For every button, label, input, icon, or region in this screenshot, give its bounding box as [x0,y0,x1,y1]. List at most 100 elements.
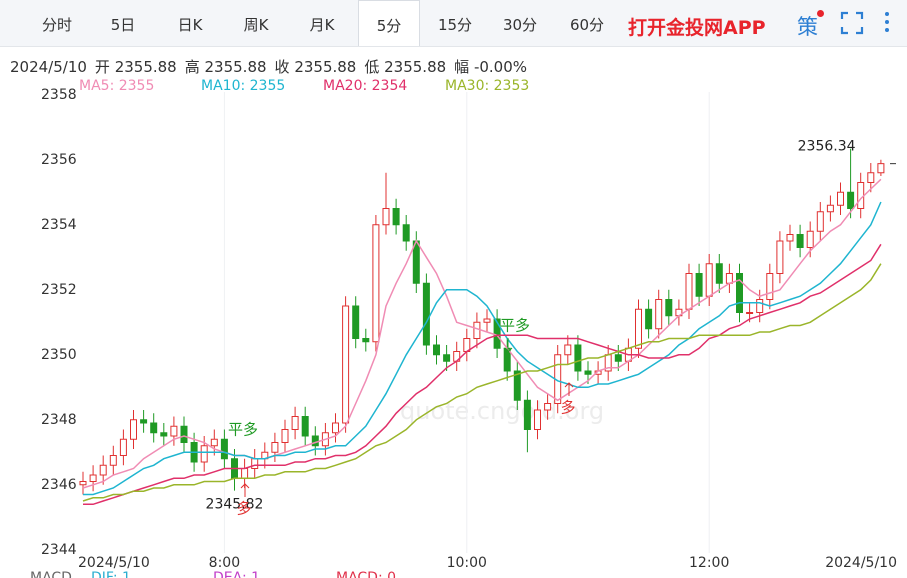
legend-entry: MA30: 2353 [445,78,529,94]
watermark: quote.cngold.org [400,397,604,425]
tab[interactable]: 月K [309,16,335,34]
candle-body [695,273,703,297]
tab-bar: 打开金投网APP 策 分时 5日 日K 周K 月K 5分 15分 30分 60分 [0,0,907,47]
candle-body [513,370,521,401]
candle-body [89,474,97,482]
info-item: 开 2355.88 [94,58,177,76]
candle-body [372,224,380,343]
candle-body [291,416,299,430]
candle-body [867,172,875,183]
tab[interactable]: 周K [243,16,269,34]
y-tick-label: 2356 [41,152,77,168]
info-item: 低 2355.88 [364,58,447,76]
candle-body [776,240,784,274]
candle-body [220,438,228,460]
candle-body [473,321,481,339]
candle-body [877,163,885,174]
candle-body [645,308,653,330]
candle-body [392,208,400,226]
legend-entry: MA5: 2355 [79,78,154,94]
badge-dot [817,10,824,17]
candle-body [271,442,279,453]
candle-body [847,191,855,209]
candle-body [99,464,107,476]
tab[interactable]: 5日 [110,16,136,34]
ma-line [83,201,882,496]
signal-label: 平多 [228,421,258,439]
x-tick-label: 12:00 [689,555,729,571]
candle-body [635,308,642,349]
candle-body [655,299,663,330]
candle-body [140,419,148,424]
y-tick-label: 2354 [41,217,77,233]
high-label: 2356.34 [798,139,856,155]
candle-body [766,273,774,300]
ma-line [82,263,882,502]
signal-arrow [240,483,250,497]
candle-body [433,344,440,356]
info-item: 2024/5/10 [10,58,87,76]
y-tick-label: 2346 [41,477,77,493]
macd-label: MACD: 0 [336,570,396,578]
candle-body [200,445,208,463]
fullscreen-icon[interactable] [840,11,864,35]
signal-label: 平多 [500,317,530,335]
macd-label: DIF: 1 [91,570,131,578]
x-tick-label: 2024/5/10 [78,555,150,571]
tab[interactable]: 5分 [358,0,420,46]
toolbar-icons [840,11,889,35]
macd-label: MACD [30,570,72,578]
signal-arrow [503,338,513,353]
candle-body [150,422,158,434]
ma-line [83,243,882,506]
x-tick-label: 8:00 [209,555,240,571]
candle-body [736,273,743,313]
candle-body [796,234,804,248]
candle-body [614,354,622,362]
y-tick-label: 2344 [41,542,77,558]
low-label: 2345.82 [206,497,264,513]
candle-body [180,425,188,443]
candle-body [806,230,814,248]
candle-body [241,468,249,479]
candle-body [362,338,370,343]
more-icon[interactable] [885,12,889,32]
info-item: 高 2355.88 [184,58,267,76]
candle-body [160,432,168,437]
candle-body [483,318,491,323]
candle-body [715,263,723,284]
tab[interactable]: 日K [177,16,203,34]
info-item: 收 2355.88 [274,58,357,76]
candle-body [301,416,309,437]
candle-body [786,234,794,242]
candle-body [443,354,451,362]
candle-body [523,399,531,430]
candle-body [352,305,360,339]
y-tick-label: 2348 [41,412,77,428]
tab[interactable]: 30分 [502,16,538,34]
candle-body [837,191,844,206]
candle-body [79,481,87,486]
ma-line [82,178,882,489]
candle-body [816,211,824,232]
candle-body [382,208,390,226]
candle-body [342,305,350,424]
strategy-icon[interactable]: 策 [797,15,818,39]
candle-body [311,435,319,447]
tab[interactable]: 15分 [437,16,473,34]
signal-label: 多 [560,399,575,417]
brand-link[interactable]: 打开金投网APP [628,17,766,39]
candle-body [251,458,259,469]
tab[interactable]: 60分 [569,16,605,34]
candle-body [725,273,733,284]
info-item: 幅 -0.00% [454,58,528,76]
candle-body [210,438,218,447]
tab[interactable]: 分时 [41,16,72,34]
candle-body [534,409,541,430]
candle-body [705,263,713,297]
candle-body [109,455,117,466]
candle-body [857,182,865,209]
candle-body [756,299,764,313]
